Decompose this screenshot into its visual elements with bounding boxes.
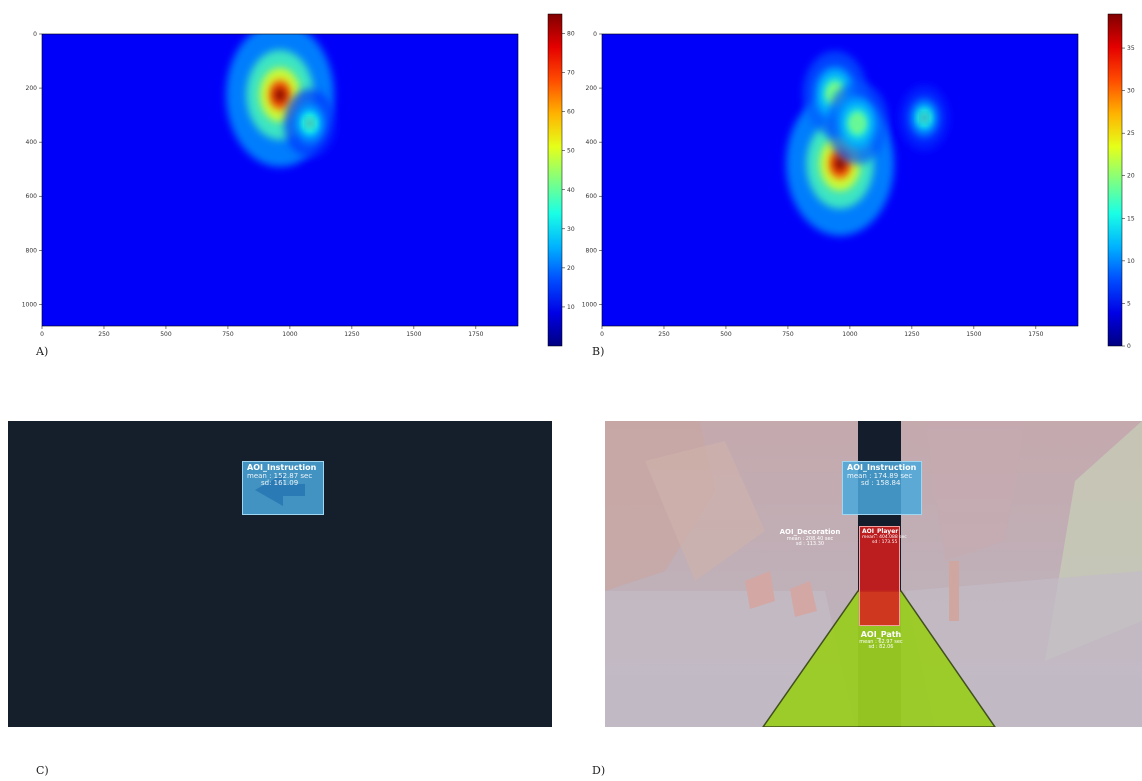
heatmap-b-svg: 0 250 500 750 1000 1250 1500 175002004006008001… [582,13,1135,350]
colorbar-tick-label: 30 [1127,88,1135,95]
aoi-instruction-sd-c: sd: 161.09 [261,479,299,488]
aoi-path-sd: sd : 82.06 [868,644,894,651]
x-tick-label: 1500 [966,331,981,338]
aoi-panel-c: AOI_Instruction mean : 152.87 sec sd: 16… [8,421,552,727]
x-tick-label: 1750 [468,331,483,338]
y-tick-label: 0 [593,31,597,38]
aoi-path-mean: mean : 62.97 sec [859,638,903,645]
heatmap-hotspot [921,114,927,122]
colorbar-tick-label: 20 [567,265,575,272]
y-tick-label: 1000 [582,301,597,308]
colorbar-tick-label: 15 [1127,215,1135,222]
aoi-decoration-mean: mean : 208.40 sec [786,535,834,542]
aoi-instruction-name-d: AOI_Instruction [847,463,917,472]
aoi-panel-d: AOI_Instruction mean : 174.89 sec sd : 1… [605,421,1142,727]
heatmap-a-svg: 0 250 500 750 1000 1250 1500 1750 0 200 400 600 800 1… [22,13,575,347]
colorbar-tick-label: 35 [1127,45,1135,52]
x-tick-label: 1500 [406,331,421,338]
x-tick-label: 750 [782,331,794,338]
x-tick-label: 0 [40,331,44,338]
aoi-instruction-box-c: AOI_Instruction mean : 152.87 sec sd: 16… [242,461,324,515]
aoi-path-name: AOI_Path [860,630,902,639]
y-tick-label: 800 [586,247,598,254]
heatmap-hotspot [307,119,313,127]
x-tick-label: 1250 [904,331,919,338]
y-tick-label: 800 [26,247,38,254]
colorbar-tick-label: 10 [567,304,575,311]
aoi-player-box: AOI_Player mean : 404.088 sec sd : 173.5… [859,526,907,626]
aoi-path-label: AOI_Path mean : 62.97 sec sd : 82.06 [855,630,907,651]
colorbar [1107,13,1123,347]
aoi-instruction-name-c: AOI_Instruction [247,463,317,472]
colorbar-tick-label: 0 [1127,343,1131,350]
heatmap-hotspot [854,118,861,128]
colorbar-tick-label: 40 [567,187,575,194]
aoi-decoration-sd: sd : 113.30 [795,541,825,548]
colorbar-tick-label: 20 [1127,173,1135,180]
x-tick-label: 250 [98,331,110,338]
aoi-player-sd: sd : 173.55 [872,539,898,545]
x-tick-label: 0 [600,331,604,338]
y-tick-label: 0 [33,31,37,38]
y-tick-label: 400 [586,139,598,146]
y-tick-label: 200 [586,85,598,92]
x-tick-label: 750 [222,331,234,338]
heatmap-panel-a: 0 250 500 750 1000 1250 1500 1750 0 200 400 600 800 1… [0,0,580,360]
colorbar-tick-label: 10 [1127,258,1135,265]
y-tick-label: 600 [26,193,38,200]
y-tick-label: 600 [586,193,598,200]
heatmap-hotspot [274,87,286,103]
plot-frame [601,33,1079,327]
plot-frame [41,33,519,327]
colorbar-tick-label: 25 [1127,130,1135,137]
panel-label-d: D) [592,764,606,777]
aoi-player-mean: mean : 404.088 sec [862,534,907,540]
x-tick-label: 500 [160,331,172,338]
panel-label-c: C) [36,764,49,777]
aoi-player-name: AOI_Player [862,528,899,535]
panel-label-b: B) [592,345,605,358]
x-tick-label: 1250 [344,331,359,338]
aoi-decoration-label: AOI_Decoration mean : 208.40 sec sd : 11… [775,528,845,548]
x-tick-label: 250 [658,331,670,338]
heatmap-hotspot [834,156,846,172]
aoi-instruction-box-d: AOI_Instruction mean : 174.89 sec sd : 1… [842,461,922,515]
colorbar-tick-label: 60 [567,109,575,116]
colorbar-tick-label: 30 [567,226,575,233]
y-tick-label: 1000 [22,301,37,308]
heatmap-panel-b: 0 250 500 750 1000 1250 1500 1750 0 200 400 600 800 1… [560,0,1140,360]
y-tick-label: 200 [26,85,38,92]
x-tick-label: 1000 [842,331,857,338]
colorbar-tick-label: 5 [1127,300,1131,307]
colorbar-tick-label: 70 [567,70,575,77]
x-tick-label: 500 [720,331,732,338]
colorbar-tick-label: 80 [567,31,575,38]
aoi-instruction-mean-d: mean : 174.89 sec [847,471,913,480]
aoi-instruction-sd-d: sd : 158.84 [861,479,901,488]
y-tick-label: 400 [26,139,38,146]
aoi-instruction-mean-c: mean : 152.87 sec [247,471,313,480]
x-tick-label: 1750 [1028,331,1043,338]
x-tick-label: 1000 [282,331,297,338]
arrow-icon [255,474,305,506]
panel-label-a: A) [36,345,49,358]
aoi-decoration-name: AOI_Decoration [779,528,841,536]
colorbar [547,13,563,347]
colorbar-tick-label: 50 [567,148,575,155]
